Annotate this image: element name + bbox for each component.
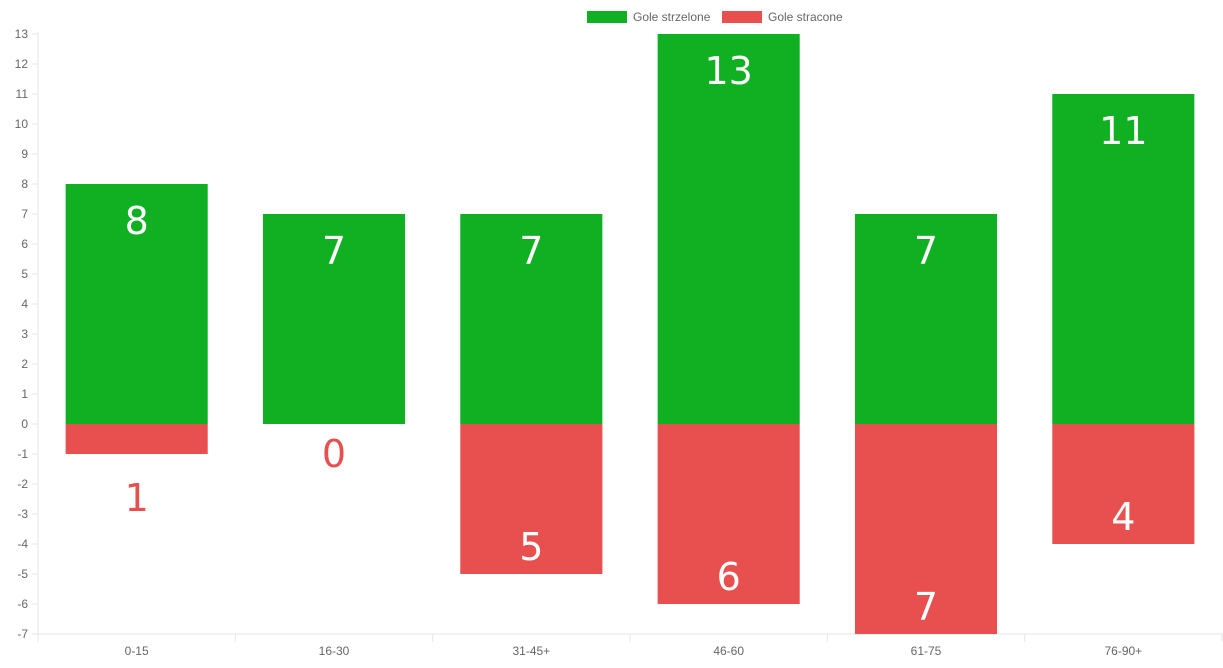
bar-scored[interactable] <box>460 214 603 424</box>
y-tick-label: 9 <box>21 147 28 161</box>
x-tick-label: 76-90+ <box>1104 644 1142 658</box>
y-tick-label: 10 <box>15 117 29 131</box>
y-tick-label: 3 <box>21 327 28 341</box>
y-tick-label: 6 <box>21 237 28 251</box>
y-tick-label: 4 <box>21 297 28 311</box>
legend-item-0[interactable]: Gole strzelone <box>587 10 711 24</box>
x-tick-label: 61-75 <box>911 644 942 658</box>
data-label-scored: 8 <box>125 199 149 243</box>
bars <box>65 34 1195 634</box>
bar-conceded[interactable] <box>1052 424 1195 544</box>
x-tick-label: 0-15 <box>125 644 149 658</box>
data-label-conceded: 4 <box>1111 495 1135 539</box>
legend-swatch <box>587 11 627 23</box>
y-tick-label: -3 <box>17 507 28 521</box>
legend-label: Gole stracone <box>768 10 843 24</box>
y-tick-label: 5 <box>21 267 28 281</box>
legend: Gole strzelone Gole stracone <box>587 10 843 24</box>
x-tick-label: 31-45+ <box>512 644 550 658</box>
bar-conceded[interactable] <box>854 424 998 634</box>
y-tick-label: 8 <box>21 177 28 191</box>
y-tick-label: 0 <box>21 417 28 431</box>
bar-conceded[interactable] <box>657 424 800 604</box>
bar-scored[interactable] <box>65 184 208 424</box>
y-tick-label: -7 <box>17 627 28 641</box>
data-label-scored: 7 <box>914 229 938 273</box>
bar-scored[interactable] <box>657 34 800 424</box>
y-tick-label: -1 <box>17 447 28 461</box>
data-label-scored: 7 <box>322 229 346 273</box>
x-tick-label: 16-30 <box>319 644 350 658</box>
data-label-scored: 7 <box>519 229 543 273</box>
data-label-conceded: 0 <box>322 432 346 476</box>
y-tick-label: 11 <box>16 87 29 101</box>
y-tick-label: -6 <box>17 597 28 611</box>
x-tick-label: 46-60 <box>713 644 744 658</box>
y-tick-label: -5 <box>17 567 28 581</box>
bar-conceded[interactable] <box>65 424 208 454</box>
y-tick-label: -4 <box>17 537 28 551</box>
data-label-conceded: 5 <box>519 525 543 569</box>
y-tick-label: 2 <box>21 357 28 371</box>
y-tick-label: 7 <box>21 207 28 221</box>
legend-label: Gole strzelone <box>633 10 711 24</box>
y-tick-label: 12 <box>15 57 29 71</box>
bar-scored[interactable] <box>854 214 998 424</box>
y-tick-label: 13 <box>15 27 29 41</box>
data-label-scored: 11 <box>1099 109 1147 153</box>
y-tick-label: -2 <box>17 477 28 491</box>
legend-swatch <box>722 11 762 23</box>
data-label-conceded: 1 <box>125 476 149 520</box>
data-label-conceded: 6 <box>717 555 741 599</box>
bar-scored[interactable] <box>1052 94 1195 424</box>
y-tick-label: 1 <box>21 387 28 401</box>
data-label-scored: 13 <box>704 49 752 93</box>
bar-scored[interactable] <box>262 214 406 424</box>
x-axis: 0-15 16-30 31-45+ 46-60 61-75 76-90+ <box>37 633 1223 658</box>
data-label-conceded: 7 <box>914 585 938 629</box>
legend-item-1[interactable]: Gole stracone <box>722 10 843 24</box>
data-labels: 8 1 7 0 7 5 13 6 7 7 11 4 <box>125 49 1148 629</box>
bar-conceded[interactable] <box>460 424 603 574</box>
